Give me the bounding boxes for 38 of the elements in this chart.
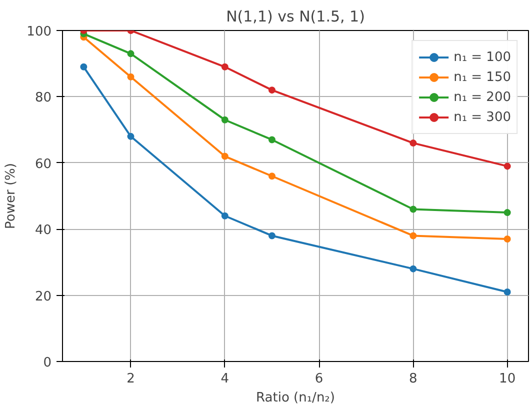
legend-label: n₁ = 300 [454, 110, 511, 124]
y-tick-label: 100 [26, 24, 52, 40]
chart-title: N(1,1) vs N(1.5, 1) [226, 8, 365, 26]
legend-label: n₁ = 150 [454, 70, 511, 84]
x-tick-label: 8 [409, 372, 418, 386]
point [504, 162, 511, 170]
legend-label: n₁ = 200 [454, 90, 511, 104]
x-tick-label: 4 [220, 372, 230, 386]
point [221, 152, 228, 160]
point [504, 288, 511, 296]
point [504, 209, 511, 216]
point [268, 172, 276, 180]
point [221, 212, 228, 220]
x-tick-label: 2 [126, 372, 135, 386]
point [127, 50, 134, 58]
point [127, 132, 134, 140]
point [268, 86, 276, 94]
point [504, 236, 511, 243]
point [127, 73, 134, 80]
y-tick-label: 20 [34, 289, 52, 304]
y-tick-label: 80 [34, 90, 52, 106]
x-axis-title: Ratio (n₁/n₂) [256, 390, 335, 406]
point [268, 232, 276, 240]
point [80, 63, 88, 70]
y-tick-label: 40 [34, 223, 52, 238]
x-tick-label: 10 [499, 372, 516, 386]
point [268, 136, 276, 144]
point [410, 206, 417, 213]
legend-label: n₁ = 100 [454, 50, 511, 64]
y-tick-label: 60 [34, 156, 52, 172]
point [410, 140, 417, 147]
point [221, 116, 228, 124]
y-axis-title: Power (%) [4, 163, 19, 229]
point [410, 232, 417, 240]
y-tick-label: 0 [43, 356, 52, 370]
x-tick-label: 6 [314, 372, 324, 386]
point [410, 265, 417, 272]
point [221, 63, 228, 70]
